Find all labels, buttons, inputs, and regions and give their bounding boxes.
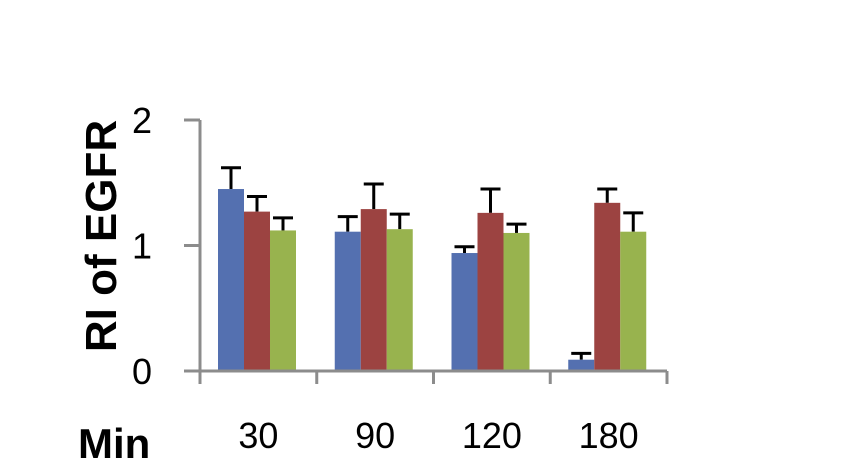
- bar: [386, 229, 413, 371]
- x-axis-label: Min: [78, 420, 150, 467]
- bar: [360, 209, 387, 371]
- bar: [270, 230, 296, 371]
- bar: [568, 359, 595, 371]
- x-tick-label: 180: [579, 415, 639, 456]
- bar: [620, 231, 647, 371]
- bars: [218, 189, 647, 371]
- y-tick-label: 2: [132, 100, 152, 141]
- x-ticks: 30 90 120 180: [198, 371, 669, 456]
- y-tick-label: 0: [132, 351, 152, 392]
- y-ticks: 0 1 2: [132, 100, 200, 392]
- bar: [334, 231, 361, 371]
- x-tick-label: 30: [238, 415, 278, 456]
- y-tick-label: 1: [132, 226, 152, 267]
- bar: [477, 212, 504, 371]
- bar: [244, 211, 270, 371]
- bar: [594, 202, 621, 371]
- x-tick-label: 120: [462, 415, 522, 456]
- bar: [218, 189, 244, 371]
- bar: [451, 253, 478, 371]
- error-bars: [221, 166, 644, 360]
- y-axis-label: RI of EGFR: [77, 120, 126, 352]
- x-tick-label: 90: [355, 415, 395, 456]
- bar: [503, 232, 530, 371]
